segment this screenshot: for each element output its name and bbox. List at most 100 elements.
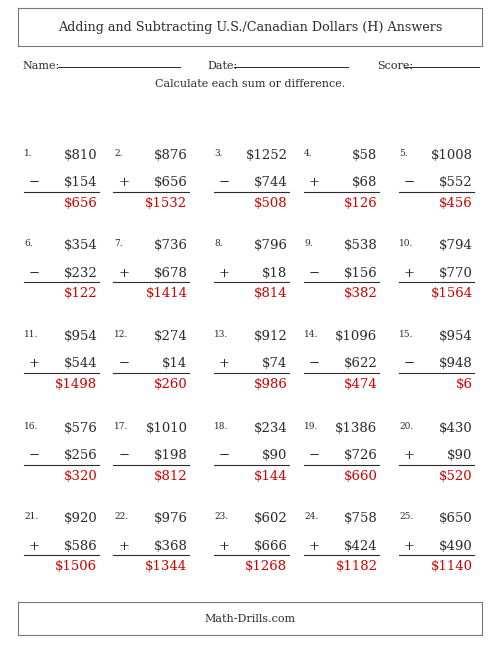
Text: $650: $650 — [439, 512, 472, 525]
Text: $18: $18 — [262, 267, 287, 280]
Text: $622: $622 — [344, 357, 378, 370]
Text: $58: $58 — [352, 149, 378, 162]
Text: −: − — [404, 357, 415, 370]
Text: −: − — [29, 267, 40, 280]
Text: $260: $260 — [154, 378, 188, 391]
Text: $1182: $1182 — [336, 560, 378, 573]
Text: $520: $520 — [439, 470, 472, 483]
Text: 11.: 11. — [24, 330, 38, 339]
Text: +: + — [119, 267, 130, 280]
Text: +: + — [404, 540, 415, 553]
Text: $736: $736 — [154, 239, 188, 252]
Text: $156: $156 — [344, 267, 378, 280]
Text: $1010: $1010 — [146, 422, 188, 435]
Text: Math-Drills.com: Math-Drills.com — [204, 613, 296, 624]
Text: 13.: 13. — [214, 330, 228, 339]
Text: Adding and Subtracting U.S./Canadian Dollars (H) Answers: Adding and Subtracting U.S./Canadian Dol… — [58, 21, 442, 34]
Text: +: + — [219, 267, 230, 280]
Text: $1532: $1532 — [146, 197, 188, 210]
Text: 14.: 14. — [304, 330, 318, 339]
Text: +: + — [309, 176, 320, 189]
Text: $14: $14 — [162, 357, 188, 370]
Text: +: + — [119, 176, 130, 189]
Text: −: − — [29, 176, 40, 189]
Text: $320: $320 — [64, 470, 98, 483]
Text: 16.: 16. — [24, 422, 38, 431]
Text: $948: $948 — [439, 357, 472, 370]
Text: +: + — [219, 357, 230, 370]
Text: $1498: $1498 — [56, 378, 98, 391]
Text: $552: $552 — [439, 176, 472, 189]
Text: $90: $90 — [447, 449, 472, 462]
Text: 1.: 1. — [24, 149, 32, 158]
Text: $1386: $1386 — [335, 422, 378, 435]
Text: 12.: 12. — [114, 330, 128, 339]
Text: $920: $920 — [64, 512, 98, 525]
Text: $122: $122 — [64, 287, 98, 300]
Text: $1564: $1564 — [430, 287, 472, 300]
Text: Score:: Score: — [377, 61, 413, 71]
Text: 4.: 4. — [304, 149, 312, 158]
Text: $758: $758 — [344, 512, 378, 525]
Text: $1008: $1008 — [430, 149, 472, 162]
Text: $6: $6 — [456, 378, 472, 391]
Text: $368: $368 — [154, 540, 188, 553]
Text: $1506: $1506 — [56, 560, 98, 573]
Text: $812: $812 — [154, 470, 188, 483]
Text: $912: $912 — [254, 330, 288, 343]
Text: +: + — [404, 449, 415, 462]
Text: $976: $976 — [154, 512, 188, 525]
Text: $508: $508 — [254, 197, 288, 210]
Text: $954: $954 — [64, 330, 98, 343]
Text: +: + — [309, 540, 320, 553]
Text: $424: $424 — [344, 540, 378, 553]
Text: −: − — [219, 176, 230, 189]
Text: $234: $234 — [254, 422, 288, 435]
Text: 7.: 7. — [114, 239, 122, 248]
Text: $814: $814 — [254, 287, 288, 300]
Text: +: + — [404, 267, 415, 280]
Text: 8.: 8. — [214, 239, 222, 248]
Text: 24.: 24. — [304, 512, 318, 521]
Text: $810: $810 — [64, 149, 98, 162]
Text: $154: $154 — [64, 176, 98, 189]
Text: $726: $726 — [344, 449, 378, 462]
Text: 6.: 6. — [24, 239, 32, 248]
Text: $144: $144 — [254, 470, 288, 483]
Text: $1252: $1252 — [246, 149, 288, 162]
Text: 5.: 5. — [399, 149, 408, 158]
Text: 19.: 19. — [304, 422, 318, 431]
Text: $68: $68 — [352, 176, 378, 189]
Text: $656: $656 — [64, 197, 98, 210]
Text: 2.: 2. — [114, 149, 122, 158]
Text: $796: $796 — [254, 239, 288, 252]
Text: $1140: $1140 — [430, 560, 472, 573]
Text: $602: $602 — [254, 512, 288, 525]
Text: $744: $744 — [254, 176, 288, 189]
Text: $90: $90 — [262, 449, 287, 462]
Text: Date:: Date: — [208, 61, 238, 71]
Text: $576: $576 — [64, 422, 98, 435]
Text: +: + — [119, 540, 130, 553]
Text: $232: $232 — [64, 267, 98, 280]
Text: $1096: $1096 — [335, 330, 378, 343]
Text: $382: $382 — [344, 287, 378, 300]
Text: −: − — [309, 267, 320, 280]
Text: 9.: 9. — [304, 239, 312, 248]
Text: $770: $770 — [438, 267, 472, 280]
Text: $1414: $1414 — [146, 287, 188, 300]
Text: −: − — [119, 449, 130, 462]
Text: −: − — [309, 449, 320, 462]
Text: 20.: 20. — [399, 422, 413, 431]
Text: $1268: $1268 — [246, 560, 288, 573]
Text: +: + — [219, 540, 230, 553]
Text: $274: $274 — [154, 330, 188, 343]
Text: $354: $354 — [64, 239, 98, 252]
Text: $126: $126 — [344, 197, 378, 210]
Text: +: + — [29, 357, 40, 370]
Text: $876: $876 — [154, 149, 188, 162]
Text: 3.: 3. — [214, 149, 222, 158]
Text: 15.: 15. — [399, 330, 413, 339]
Text: $430: $430 — [439, 422, 472, 435]
Text: 10.: 10. — [399, 239, 413, 248]
